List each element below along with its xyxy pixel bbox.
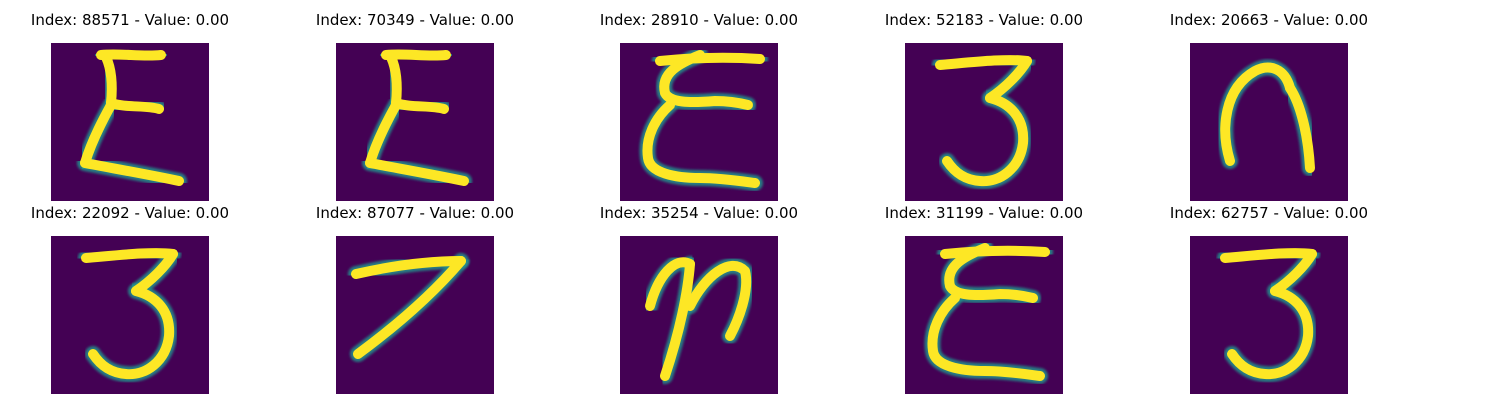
panel-title: Index: 87077 - Value: 0.00 xyxy=(315,204,515,222)
panel-title: Index: 31199 - Value: 0.00 xyxy=(884,204,1084,222)
image-panel: Index: 62757 - Value: 0.00 xyxy=(1139,203,1399,394)
image-panel: Index: 31199 - Value: 0.00 xyxy=(854,203,1114,394)
image-panel: Index: 70349 - Value: 0.00 xyxy=(285,10,545,201)
handwritten-glyph-image xyxy=(905,236,1063,394)
handwritten-glyph-image xyxy=(620,236,778,394)
handwritten-glyph-image xyxy=(51,236,209,394)
handwritten-glyph-image xyxy=(1190,236,1348,394)
image-panel: Index: 20663 - Value: 0.00 xyxy=(1139,10,1399,201)
image-panel: Index: 88571 - Value: 0.00 xyxy=(0,10,260,201)
image-panel: Index: 52183 - Value: 0.00 xyxy=(854,10,1114,201)
panel-title: Index: 28910 - Value: 0.00 xyxy=(599,11,799,29)
handwritten-glyph-image xyxy=(620,43,778,201)
image-panel: Index: 35254 - Value: 0.00 xyxy=(569,203,829,394)
panel-title: Index: 20663 - Value: 0.00 xyxy=(1169,11,1369,29)
image-panel: Index: 87077 - Value: 0.00 xyxy=(285,203,545,394)
panel-title: Index: 70349 - Value: 0.00 xyxy=(315,11,515,29)
handwritten-glyph-image xyxy=(51,43,209,201)
panel-title: Index: 22092 - Value: 0.00 xyxy=(30,204,230,222)
image-panel: Index: 28910 - Value: 0.00 xyxy=(569,10,829,201)
panel-title: Index: 35254 - Value: 0.00 xyxy=(599,204,799,222)
handwritten-glyph-image xyxy=(336,43,494,201)
panel-title: Index: 52183 - Value: 0.00 xyxy=(884,11,1084,29)
handwritten-glyph-image xyxy=(905,43,1063,201)
panel-title: Index: 62757 - Value: 0.00 xyxy=(1169,204,1369,222)
image-panel: Index: 22092 - Value: 0.00 xyxy=(0,203,260,394)
handwritten-glyph-image xyxy=(336,236,494,394)
handwritten-glyph-image xyxy=(1190,43,1348,201)
panel-title: Index: 88571 - Value: 0.00 xyxy=(30,11,230,29)
